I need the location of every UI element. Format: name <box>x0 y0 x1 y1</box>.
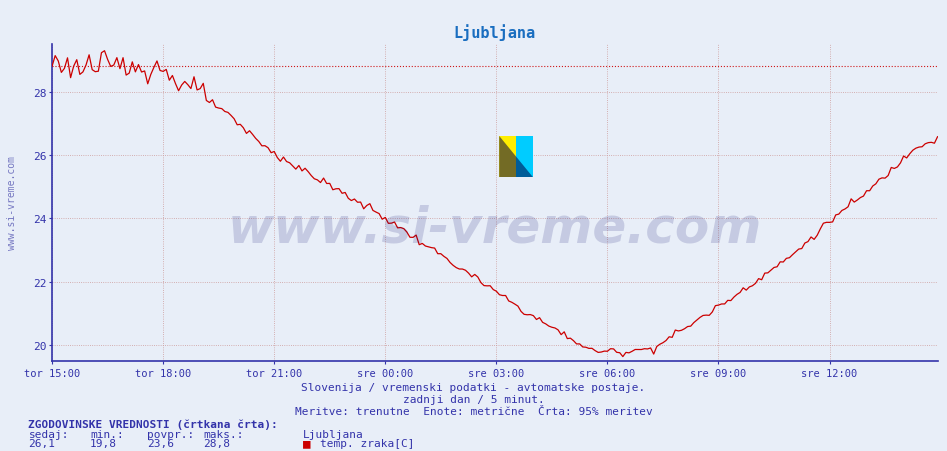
Text: povpr.:: povpr.: <box>147 429 194 439</box>
Title: Ljubljana: Ljubljana <box>454 24 536 41</box>
Text: min.:: min.: <box>90 429 124 439</box>
Text: ■: ■ <box>303 437 311 450</box>
Text: 19,8: 19,8 <box>90 438 117 448</box>
Text: Ljubljana: Ljubljana <box>303 429 364 439</box>
Text: temp. zraka[C]: temp. zraka[C] <box>320 438 415 448</box>
Text: sedaj:: sedaj: <box>28 429 69 439</box>
Text: 28,8: 28,8 <box>204 438 231 448</box>
Text: Meritve: trenutne  Enote: metrične  Črta: 95% meritev: Meritve: trenutne Enote: metrične Črta: … <box>295 406 652 416</box>
Text: ZGODOVINSKE VREDNOSTI (črtkana črta):: ZGODOVINSKE VREDNOSTI (črtkana črta): <box>28 419 278 429</box>
Text: zadnji dan / 5 minut.: zadnji dan / 5 minut. <box>402 394 545 404</box>
Text: maks.:: maks.: <box>204 429 244 439</box>
Text: Slovenija / vremenski podatki - avtomatske postaje.: Slovenija / vremenski podatki - avtomats… <box>301 382 646 392</box>
Text: 23,6: 23,6 <box>147 438 174 448</box>
Text: 26,1: 26,1 <box>28 438 56 448</box>
Text: www.si-vreme.com: www.si-vreme.com <box>7 156 17 250</box>
Text: www.si-vreme.com: www.si-vreme.com <box>227 204 762 252</box>
